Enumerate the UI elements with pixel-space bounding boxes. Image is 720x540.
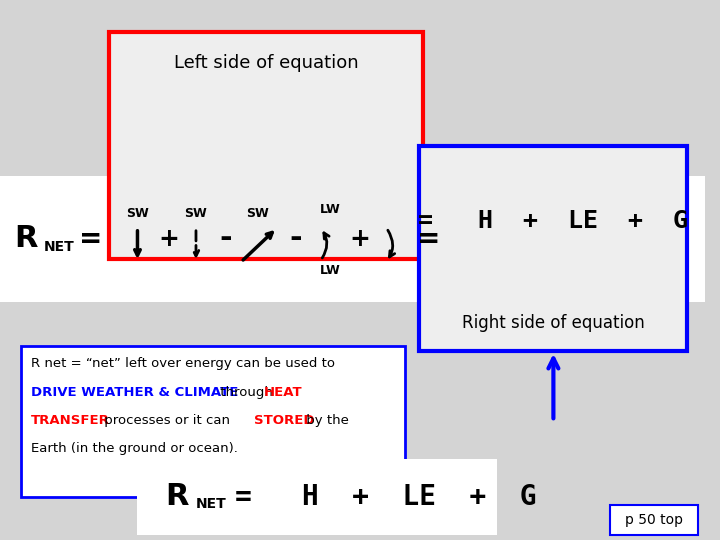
Text: processes or it can: processes or it can [100, 414, 234, 427]
Text: DRIVE WEATHER & CLIMATE: DRIVE WEATHER & CLIMATE [31, 386, 238, 399]
Text: -: - [220, 224, 232, 253]
Text: HEAT: HEAT [264, 386, 302, 399]
Text: STORED: STORED [253, 414, 315, 427]
Text: LW: LW [320, 264, 341, 276]
Text: by the: by the [302, 414, 349, 427]
Text: SW: SW [246, 207, 269, 220]
Text: =   H  +  LE  +  G: = H + LE + G [418, 210, 688, 233]
Text: =: = [417, 225, 441, 253]
Text: -: - [289, 224, 302, 253]
Text: =: = [79, 225, 102, 253]
Text: =   H  +  LE  +  G: = H + LE + G [235, 483, 536, 511]
FancyBboxPatch shape [21, 346, 405, 497]
Text: SW: SW [184, 207, 207, 220]
Text: Left side of equation: Left side of equation [174, 54, 359, 72]
FancyBboxPatch shape [138, 459, 497, 535]
FancyBboxPatch shape [109, 32, 423, 259]
Text: SW: SW [126, 207, 149, 220]
Text: R: R [166, 482, 189, 511]
Text: Right side of equation: Right side of equation [462, 314, 645, 332]
Text: +: + [349, 227, 370, 251]
Text: +: + [158, 227, 179, 251]
Text: through: through [217, 386, 277, 399]
Text: NET: NET [44, 240, 74, 254]
Text: NET: NET [195, 497, 226, 511]
FancyBboxPatch shape [610, 505, 698, 535]
Text: TRANSFER: TRANSFER [31, 414, 110, 427]
FancyBboxPatch shape [0, 176, 705, 302]
Text: LW: LW [320, 203, 341, 216]
Text: Earth (in the ground or ocean).: Earth (in the ground or ocean). [31, 442, 238, 455]
Text: R: R [14, 224, 37, 253]
Text: R net = “net” left over energy can be used to: R net = “net” left over energy can be us… [31, 357, 335, 370]
Text: p 50 top: p 50 top [625, 513, 683, 526]
FancyBboxPatch shape [420, 146, 688, 351]
